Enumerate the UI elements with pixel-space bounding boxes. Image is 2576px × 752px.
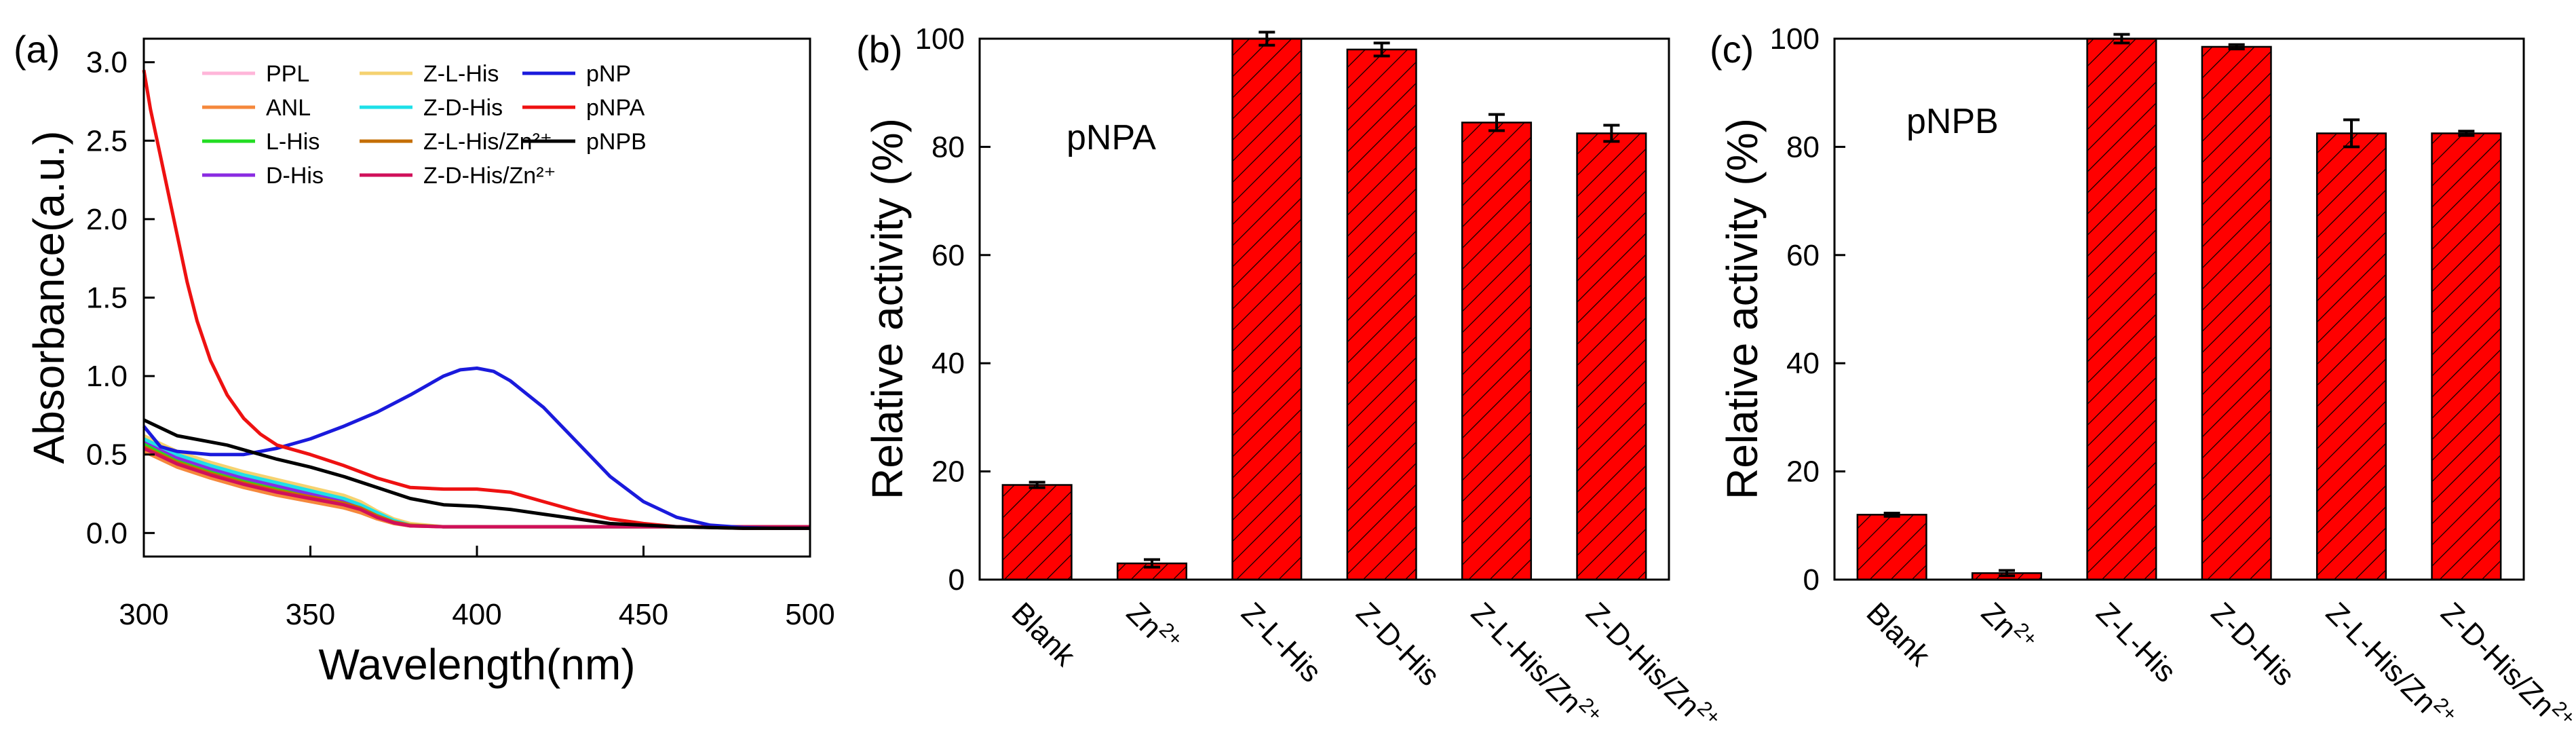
c-bars: [1856, 33, 2502, 581]
b-category-label: Blank: [1005, 596, 1082, 673]
c-plot-frame: [1833, 37, 2525, 581]
b-bar-hatch: [1346, 48, 1417, 581]
c-y-tick-label: 100: [1770, 22, 1820, 56]
b-y-tick-label: 0: [948, 563, 965, 597]
a-legend: PPLANLL-HisD-HisZ-L-HisZ-D-HisZ-L-His/Zn…: [202, 61, 647, 189]
b-category-label: Z-D-His: [1350, 596, 1446, 692]
a-y-tick-label: 3.0: [86, 46, 128, 79]
a-y-tick-label: 0.0: [86, 516, 128, 550]
b-category-label: Z-D-His/Zn2+: [1579, 594, 1725, 739]
c-y-tick-label: 20: [1786, 455, 1820, 489]
a-legend-label: ANL: [266, 95, 311, 121]
c-category-label: Blank: [1860, 596, 1937, 673]
a-y-axis-title: Absorbance(a.u.): [24, 131, 73, 464]
c-category-label: Z-L-His: [2090, 596, 2183, 689]
a-x-tick-label: 350: [286, 598, 335, 631]
b-y-axis-title: Relative activity (%): [863, 118, 912, 500]
c-axis-ticks: 0 20 40 60 80 100: [1770, 22, 1845, 597]
a-legend-label: pNPA: [586, 95, 645, 121]
b-bar-hatch: [1231, 37, 1303, 581]
a-axis-ticks: 300 350 400 450 500 0.0 0.5 1.0 1.5 2.0 2.5 3.0: [86, 46, 835, 631]
a-y-tick-label: 2.0: [86, 203, 128, 236]
panel-label-a: (a): [14, 28, 60, 71]
c-y-axis-title: Relative activity (%): [1718, 118, 1767, 500]
a-series-lines: [142, 69, 810, 530]
a-y-tick-label: 0.5: [86, 438, 128, 472]
a-legend-label: pNP: [586, 61, 631, 87]
b-y-tick-label: 80: [931, 130, 965, 164]
a-x-tick-label: 450: [619, 598, 668, 631]
c-y-tick-label: 80: [1786, 130, 1820, 164]
c-y-tick-label: 40: [1786, 347, 1820, 380]
b-category-labels: Blank Zn2+ Z-L-His Z-D-His Z-L-His/Zn2+Z-D-H…: [1005, 594, 1725, 739]
a-legend-label: pNPB: [586, 129, 647, 155]
c-bar-hatch: [2431, 132, 2502, 581]
a-x-tick-label: 500: [785, 598, 834, 631]
c-category-label: Zn2+: [1975, 594, 2042, 661]
a-y-tick-label: 1.0: [86, 360, 128, 393]
b-y-tick-label: 20: [931, 455, 965, 489]
b-y-tick-label: 60: [931, 239, 965, 272]
b-y-tick-label: 100: [915, 22, 965, 56]
a-x-axis-title: Wavelength(nm): [318, 640, 635, 689]
c-bar-hatch: [2201, 45, 2272, 581]
b-annotation: pNPA: [1066, 118, 1156, 157]
a-series-line-10: [142, 418, 810, 530]
a-legend-label: Z-L-His: [423, 61, 499, 87]
b-y-tick-label: 40: [931, 347, 965, 380]
a-legend-label: Z-D-His/Zn²⁺: [423, 163, 556, 189]
panel-label-b: (b): [856, 28, 902, 71]
a-legend-label: Z-D-His: [423, 95, 503, 121]
b-plot-frame: [978, 37, 1670, 581]
panel-label-c: (c): [1710, 28, 1754, 71]
a-series-line-7: [142, 447, 810, 529]
a-legend-label: D-His: [266, 163, 324, 189]
b-bar-hatch: [1461, 121, 1533, 581]
a-series-line-8: [142, 366, 810, 530]
c-y-tick-label: 60: [1786, 239, 1820, 272]
a-legend-label: PPL: [266, 61, 309, 87]
b-category-label: Z-L-His: [1235, 596, 1328, 689]
c-bar-hatch: [2086, 37, 2157, 581]
c-y-tick-label: 0: [1803, 563, 1820, 597]
panel-a-line-chart: 300 350 400 450 500 0.0 0.5 1.0 1.5 2.0 2.5 3.0 Wav…: [24, 37, 835, 689]
a-x-tick-label: 400: [452, 598, 501, 631]
c-category-label: Z-D-His: [2205, 596, 2301, 692]
c-category-label: Z-D-His/Zn2+: [2434, 594, 2576, 739]
b-bar-hatch: [1576, 132, 1647, 581]
c-bar-hatch: [2315, 132, 2387, 581]
b-bars: [1001, 31, 1647, 581]
b-category-label: Zn2+: [1120, 594, 1187, 661]
b-axis-ticks: 0 20 40 60 80 100: [915, 22, 991, 597]
a-y-tick-label: 1.5: [86, 282, 128, 315]
a-y-tick-label: 2.5: [86, 124, 128, 157]
c-bar-hatch: [1856, 514, 1927, 581]
c-category-labels: Blank Zn2+ Z-L-His Z-D-His Z-L-His/Zn2+Z-D-H…: [1860, 594, 2576, 739]
a-x-tick-label: 300: [119, 598, 168, 631]
a-legend-label: L-His: [266, 129, 320, 155]
c-annotation: pNPB: [1906, 102, 1999, 141]
b-bar-hatch: [1001, 484, 1073, 581]
